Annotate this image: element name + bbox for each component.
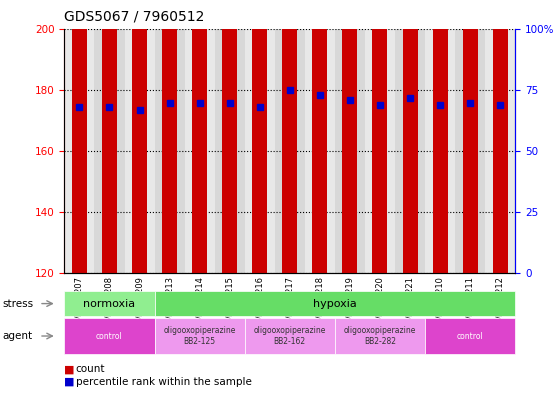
- Bar: [432, 0, 447, 273]
- Bar: [214, 29, 245, 273]
- Text: normoxia: normoxia: [83, 299, 136, 309]
- Text: hypoxia: hypoxia: [313, 299, 357, 309]
- Bar: [425, 29, 455, 273]
- Text: control: control: [96, 332, 123, 340]
- Bar: [493, 0, 508, 273]
- Bar: [64, 291, 155, 316]
- Bar: [403, 0, 418, 273]
- Text: ■: ■: [64, 377, 78, 387]
- Bar: [124, 29, 155, 273]
- Bar: [155, 291, 515, 316]
- Bar: [463, 0, 478, 273]
- Bar: [95, 29, 124, 273]
- Text: count: count: [76, 364, 105, 375]
- Bar: [485, 29, 515, 273]
- Bar: [162, 0, 177, 273]
- Text: oligooxopiperazine
BB2-125: oligooxopiperazine BB2-125: [164, 326, 236, 346]
- Bar: [185, 29, 214, 273]
- Bar: [245, 318, 335, 354]
- Bar: [155, 29, 185, 273]
- Bar: [342, 0, 357, 273]
- Text: oligooxopiperazine
BB2-282: oligooxopiperazine BB2-282: [344, 326, 416, 346]
- Text: ■: ■: [64, 364, 78, 375]
- Bar: [455, 29, 485, 273]
- Bar: [305, 29, 335, 273]
- Text: control: control: [457, 332, 483, 340]
- Bar: [335, 29, 365, 273]
- Bar: [245, 29, 275, 273]
- Bar: [222, 0, 237, 273]
- Bar: [72, 0, 87, 273]
- Bar: [282, 0, 297, 273]
- Bar: [365, 29, 395, 273]
- Text: agent: agent: [3, 331, 33, 341]
- Bar: [252, 0, 267, 273]
- Text: oligooxopiperazine
BB2-162: oligooxopiperazine BB2-162: [254, 326, 326, 346]
- Text: GDS5067 / 7960512: GDS5067 / 7960512: [64, 10, 205, 24]
- Bar: [372, 0, 388, 273]
- Bar: [192, 0, 207, 273]
- Bar: [425, 318, 515, 354]
- Text: stress: stress: [3, 299, 34, 309]
- Bar: [395, 29, 425, 273]
- Bar: [102, 0, 117, 273]
- Bar: [312, 0, 328, 273]
- Bar: [275, 29, 305, 273]
- Bar: [335, 318, 425, 354]
- Bar: [64, 318, 155, 354]
- Bar: [64, 29, 95, 273]
- Bar: [155, 318, 245, 354]
- Bar: [132, 0, 147, 273]
- Text: percentile rank within the sample: percentile rank within the sample: [76, 377, 251, 387]
